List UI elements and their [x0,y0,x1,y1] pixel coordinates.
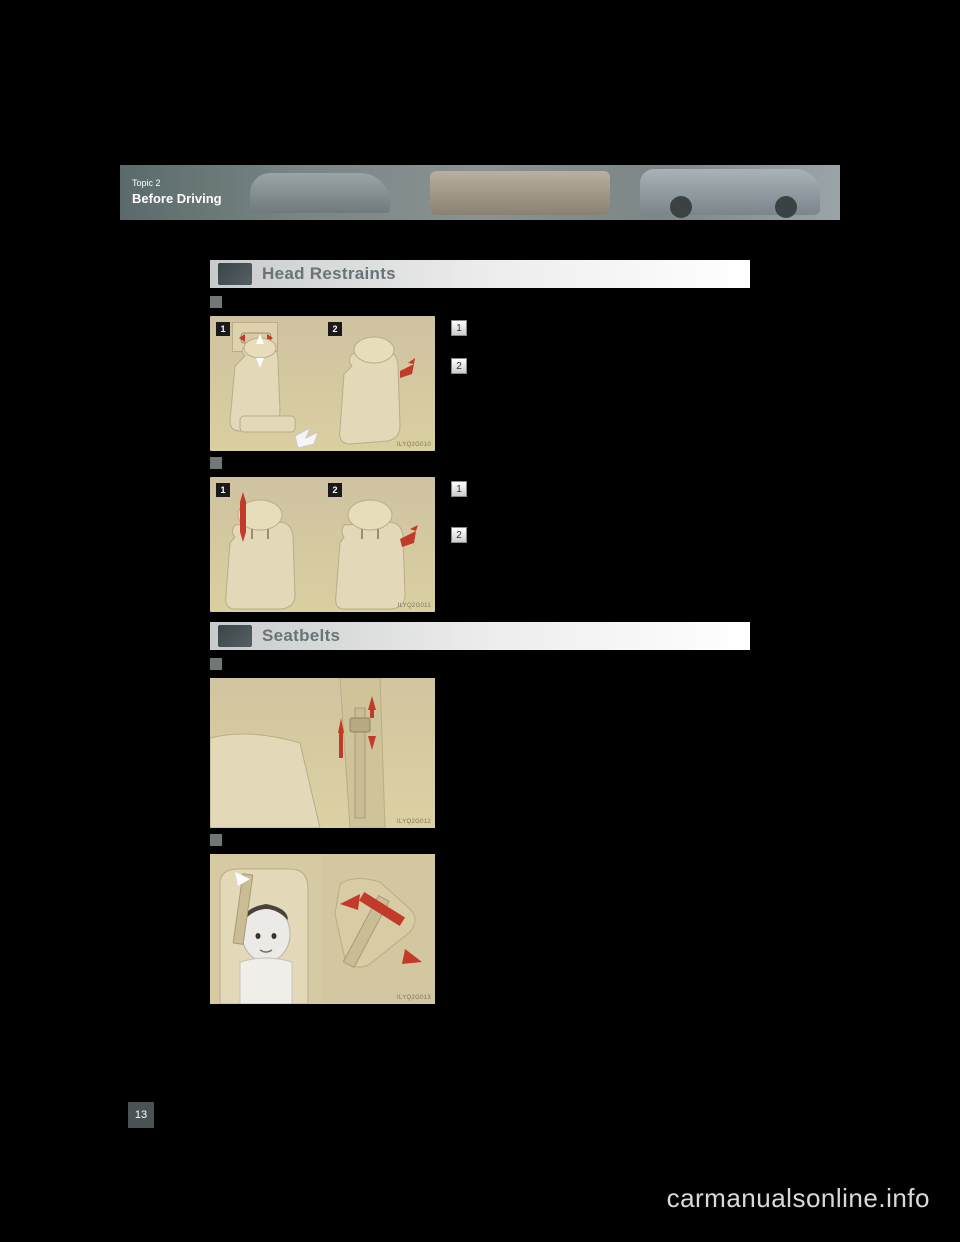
seatbelt-illustration [210,678,435,828]
callout-number: 1 [456,484,462,495]
watermark-text: carmanualsonline.info [667,1183,930,1214]
figure-tag: ILYQ2G011 [398,603,432,609]
subsection-marker [210,296,222,308]
callout-number: 1 [456,323,462,334]
page-number-text: 13 [135,1109,147,1121]
subsection-marker [210,834,222,846]
section-icon [218,625,252,647]
callout-number-box: 2 [451,527,467,543]
child-seatbelt-illustration [210,854,435,1004]
callout-column: 1 2 [451,316,750,394]
callout-number-box: 1 [451,320,467,336]
content-row: 1 2 ILYQ2G011 1 [210,477,750,612]
topic-header-banner: Topic 2 Before Driving [120,165,840,220]
content-row: 1 2 [210,316,750,451]
callout-item: 2 [451,358,750,374]
page-number: 13 [128,1102,154,1128]
section-title: Seatbelts [262,626,340,646]
car-wheel [775,196,797,218]
seat-illustration [210,316,320,451]
subsection-marker [210,658,222,670]
content-row: ILYQ2G013 [210,854,750,1004]
figure-tag: ILYQ2G012 [397,819,431,825]
callout-number-box: 2 [451,358,467,374]
car-interior [430,171,610,215]
figure-tag: ILYQ2G010 [397,442,431,448]
figure-head-restraint-front: 1 2 [210,316,435,451]
callout-number-box: 1 [451,481,467,497]
header-car-photos [230,165,840,220]
seat-illustration [210,477,320,612]
section-icon [218,263,252,285]
page-content: Head Restraints 1 [210,260,750,1010]
callout-item: 1 [451,320,750,336]
section-heading-seatbelts: Seatbelts [210,622,750,650]
subsection-marker [210,457,222,469]
figure-seatbelt-child: ILYQ2G013 [210,854,435,1004]
callout-column: 1 2 [451,477,750,563]
section-title: Head Restraints [262,264,396,284]
callout-number: 2 [456,361,462,372]
topic-header-text: Topic 2 Before Driving [120,178,230,208]
callout-item: 2 [451,527,750,543]
topic-number: Topic 2 [132,178,230,188]
figure-tag: ILYQ2G013 [397,995,431,1001]
seat-illustration [322,316,434,451]
figure-head-restraint-rear: 1 2 ILYQ2G011 [210,477,435,612]
topic-title: Before Driving [132,191,222,206]
content-row: ILYQ2G012 [210,678,750,828]
seat-illustration [322,477,434,612]
car-wheel [670,196,692,218]
car-silhouette [250,173,390,213]
figure-seatbelt-anchor: ILYQ2G012 [210,678,435,828]
callout-item: 1 [451,481,750,497]
section-heading-head-restraints: Head Restraints [210,260,750,288]
callout-number: 2 [456,530,462,541]
